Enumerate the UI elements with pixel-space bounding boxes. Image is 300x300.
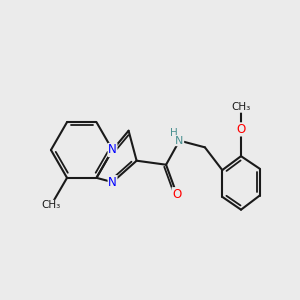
Text: CH₃: CH₃ bbox=[231, 102, 250, 112]
Text: CH₃: CH₃ bbox=[41, 200, 61, 210]
Text: H: H bbox=[170, 128, 177, 138]
Text: N: N bbox=[175, 136, 184, 146]
Text: O: O bbox=[236, 123, 246, 136]
Text: N: N bbox=[108, 143, 117, 157]
Text: O: O bbox=[172, 188, 182, 201]
Text: N: N bbox=[108, 176, 117, 189]
